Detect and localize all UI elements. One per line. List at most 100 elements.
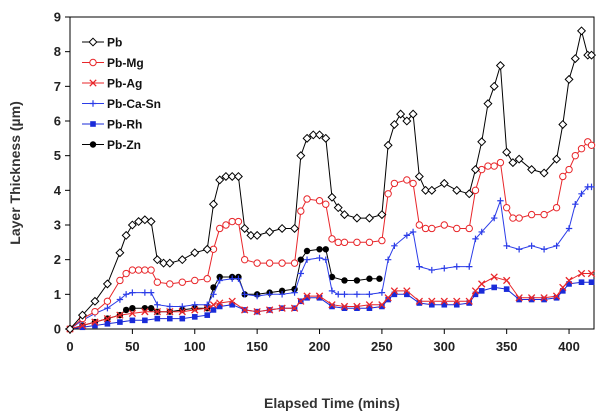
data-point-pb-ag [315, 292, 324, 300]
series-pb-rh [67, 279, 595, 332]
data-point-pb-ca-sn [291, 289, 298, 296]
data-point-pb [464, 189, 474, 199]
data-point-pb [321, 133, 331, 143]
data-point-pb-mg [216, 224, 224, 233]
data-point-pb [296, 151, 306, 161]
data-point-pb-ca-sn [391, 242, 398, 249]
data-point-pb-rh [491, 284, 497, 291]
legend-entry-pb: Pb [82, 36, 122, 50]
data-point-pb-rh [478, 288, 485, 294]
data-point-pb-ag [203, 304, 211, 312]
data-point-pb-ca-sn [472, 235, 479, 243]
data-point-pb [558, 119, 568, 129]
data-point-pb-ca-sn [278, 291, 286, 298]
data-point-pb [190, 248, 200, 258]
data-point-pb-rh [92, 322, 98, 329]
data-point-pb-ag [465, 297, 473, 305]
data-point-pb [246, 230, 256, 240]
y-tick-label: 0 [54, 322, 61, 337]
data-point-pb-mg [147, 266, 155, 274]
data-point-pb [408, 109, 418, 119]
data-point-pb-ag [540, 294, 548, 302]
legend-label-pb-mg: Pb-Mg [107, 56, 144, 70]
data-point-pb-ca-sn [478, 228, 485, 236]
x-tick-label: 50 [125, 339, 139, 354]
data-point-pb-mg [334, 238, 342, 247]
data-point-pb-ca-sn [191, 301, 198, 308]
data-point-pb-rh [429, 301, 435, 308]
data-point-pb-ca-sn [228, 275, 236, 282]
plot-frame [69, 16, 595, 330]
data-point-pb-ag [153, 308, 161, 316]
data-point-pb-ag [216, 299, 224, 307]
x-tick-label: 200 [309, 339, 331, 354]
data-point-pb-ag [353, 302, 361, 311]
data-point-pb-mg [122, 269, 130, 278]
data-point-pb [477, 137, 487, 147]
data-point-pb [308, 130, 318, 140]
data-point-pb [277, 223, 287, 233]
data-point-pb [489, 81, 499, 91]
data-point-pb [495, 61, 505, 71]
data-point-pb-ag [552, 292, 561, 300]
data-point-pb-mg [403, 176, 411, 184]
data-point-pb-ca-sn [540, 246, 548, 253]
data-point-pb-zn [297, 256, 305, 263]
data-point-pb-zn [278, 287, 286, 295]
data-point-pb-mg [496, 158, 505, 167]
data-point-pb-mg [278, 259, 286, 267]
data-point-pb [483, 99, 493, 109]
data-point-pb-ca-sn [428, 266, 436, 274]
y-tick-label: 1 [54, 287, 61, 302]
data-point-pb [227, 171, 237, 181]
data-point-pb [77, 310, 87, 320]
data-point-pb-rh [566, 281, 572, 287]
data-point-pb-ag [390, 287, 399, 295]
data-point-pb-ag [303, 292, 311, 300]
data-point-pb [115, 248, 125, 258]
x-tick-label: 0 [66, 339, 73, 354]
data-point-pb-ca-sn [341, 291, 348, 298]
data-point-pb-rh [304, 295, 310, 301]
data-point-pb-rh [503, 286, 510, 292]
data-point-pb [315, 130, 325, 140]
y-tick-label: 4 [54, 183, 62, 198]
data-point-pb-zn [216, 273, 223, 281]
y-tick-label: 2 [54, 252, 61, 267]
data-point-pb [377, 210, 387, 220]
data-point-pb-ca-sn [141, 289, 149, 296]
data-point-pb-ag [515, 294, 523, 302]
data-point-pb [539, 168, 549, 178]
data-point-pb [339, 210, 349, 220]
data-point-pb-rh [316, 295, 323, 301]
data-point-pb [202, 244, 212, 254]
data-point-pb-ca-sn [503, 242, 510, 249]
data-point-pb-mg [116, 276, 124, 285]
data-point-pb-ag [91, 318, 99, 326]
data-point-pb-ag [378, 301, 386, 309]
data-point-pb-ca-sn [409, 228, 417, 236]
data-point-pb-zn [147, 305, 155, 312]
data-point-pb-mg [409, 179, 417, 188]
data-point-pb-rh [441, 301, 448, 308]
data-point-pb [508, 158, 518, 168]
data-point-pb-mg [322, 200, 330, 208]
data-point-pb-rh [516, 296, 522, 303]
data-point-pb-mg [484, 162, 492, 170]
data-point-pb-mg [490, 162, 498, 170]
data-point-pb-ag [478, 280, 486, 288]
data-point-pb-ca-sn [179, 303, 186, 310]
data-point-pb-ag [191, 306, 199, 314]
data-point-pb [215, 175, 225, 185]
data-point-pb-ag [340, 302, 349, 311]
data-point-pb-ag [415, 297, 423, 305]
data-point-pb-ca-sn [316, 254, 323, 262]
data-point-pb-zn [210, 284, 217, 291]
data-point-pb-zn [353, 277, 361, 284]
data-point-pb-ag [166, 308, 174, 316]
data-point-pb [252, 230, 262, 240]
data-point-pb [65, 324, 75, 334]
data-point-pb-zn [341, 277, 348, 284]
data-point-pb-ca-sn [147, 289, 155, 296]
data-point-pb-rh [379, 303, 385, 310]
